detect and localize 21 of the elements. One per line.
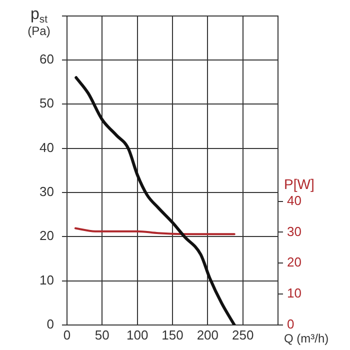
y-tick-label: 40 <box>40 140 54 155</box>
y2-tick-label: 40 <box>287 192 302 208</box>
y-tick-label: 10 <box>40 272 54 288</box>
x-tick-label: 200 <box>196 327 219 342</box>
x-tick-label: 100 <box>126 327 148 342</box>
y-tick-label: 20 <box>40 228 54 244</box>
line-series <box>74 76 236 325</box>
y-tick-label: 60 <box>40 52 54 67</box>
y2-tick-label: 30 <box>287 224 302 239</box>
x-axis-title: Q (m³/h) <box>284 331 329 346</box>
y2-tick-label: 10 <box>287 286 302 301</box>
y2-tick-label: 0 <box>287 316 294 332</box>
x-tick-label: 50 <box>94 327 110 342</box>
y2-axis-title: P[W] <box>284 176 314 192</box>
x-tick-label: 250 <box>232 327 254 342</box>
y2-tick-label: 20 <box>287 254 302 270</box>
y-tick-label: 30 <box>40 184 54 200</box>
y-tick-label: 50 <box>40 96 54 111</box>
x-tick-label: 0 <box>63 327 71 342</box>
x-tick-label: 150 <box>162 327 184 342</box>
y-tick-label: 0 <box>46 316 54 332</box>
